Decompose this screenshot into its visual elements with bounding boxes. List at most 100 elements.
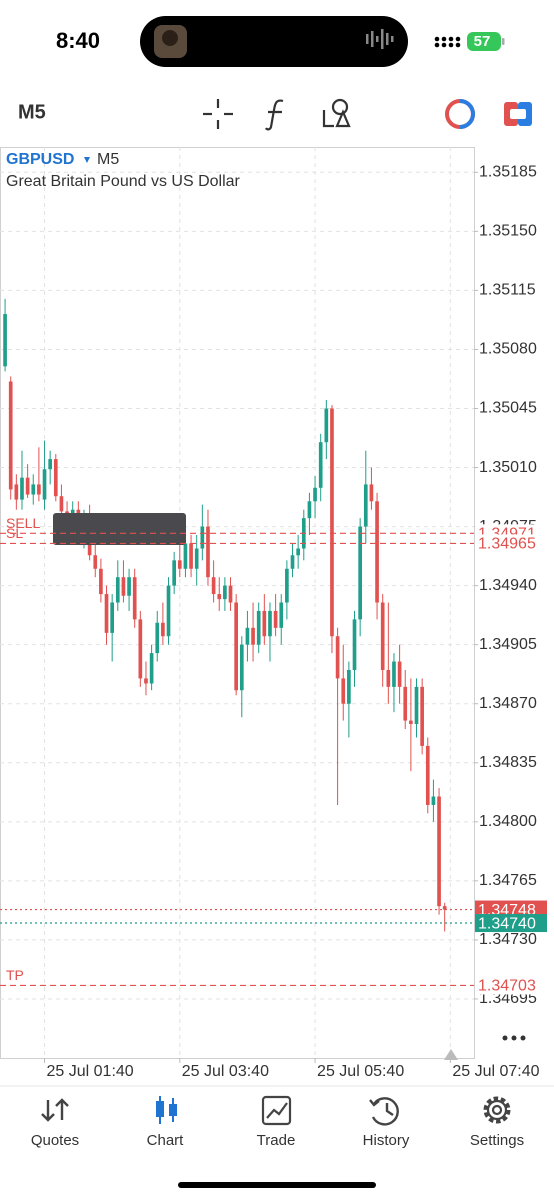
indicators-button[interactable] bbox=[265, 99, 284, 131]
candle-body bbox=[104, 594, 109, 633]
candle-body bbox=[59, 496, 64, 512]
objects-button[interactable] bbox=[322, 98, 351, 128]
candle-body bbox=[132, 577, 137, 620]
y-tick-label: 1.34730 bbox=[479, 931, 537, 948]
y-tick-label: 1.34835 bbox=[479, 754, 537, 771]
candle-body bbox=[251, 627, 255, 645]
dynamic-island bbox=[140, 16, 408, 67]
candle-body bbox=[8, 381, 13, 490]
candle-body bbox=[369, 484, 374, 502]
candle-body bbox=[42, 469, 47, 500]
candle-body bbox=[414, 686, 419, 724]
settings-icon bbox=[483, 1096, 511, 1124]
candle-body bbox=[273, 610, 278, 628]
candle-body bbox=[155, 622, 160, 654]
tab-label[interactable]: Settings bbox=[470, 1132, 524, 1149]
candle-body bbox=[307, 501, 312, 519]
candle-body bbox=[115, 577, 120, 603]
battery-cap bbox=[502, 38, 505, 45]
price-level-name: TP bbox=[6, 967, 24, 983]
candle-body bbox=[37, 484, 41, 495]
candle-body bbox=[437, 796, 441, 907]
tab-label[interactable]: Chart bbox=[147, 1132, 185, 1149]
scroll-marker bbox=[444, 1049, 458, 1060]
candle-body bbox=[144, 678, 148, 684]
y-tick-label: 1.35010 bbox=[479, 459, 537, 476]
candle-body bbox=[211, 577, 216, 595]
y-tick-label: 1.35080 bbox=[479, 341, 537, 358]
candle-body bbox=[363, 484, 368, 527]
candle-body bbox=[335, 636, 340, 679]
chart-timeframe: M5 bbox=[97, 151, 119, 168]
candle-body bbox=[425, 745, 430, 805]
candle-body bbox=[318, 442, 323, 488]
candle-body bbox=[166, 585, 171, 637]
candle-body bbox=[420, 686, 424, 746]
timeframe-button[interactable]: M5 bbox=[18, 101, 46, 123]
candle-body bbox=[290, 555, 295, 569]
candle-body bbox=[20, 477, 24, 500]
price-level-name: SL bbox=[6, 525, 23, 541]
candle-body bbox=[234, 602, 238, 691]
tab-label[interactable]: Quotes bbox=[31, 1132, 79, 1149]
trade-button[interactable] bbox=[445, 99, 475, 129]
candle-body bbox=[217, 594, 222, 600]
candle-body bbox=[228, 585, 233, 603]
x-tick-label: 25 Jul 05:40 bbox=[317, 1063, 404, 1080]
more-button[interactable] bbox=[502, 1035, 526, 1041]
candle-body bbox=[268, 610, 272, 637]
candle-body bbox=[93, 555, 98, 569]
y-tick-label: 1.34800 bbox=[479, 813, 537, 830]
price-tag bbox=[475, 976, 547, 995]
candle-body bbox=[330, 408, 334, 637]
candle-body bbox=[403, 686, 408, 721]
price-tag-label: 1.34965 bbox=[478, 536, 536, 553]
art-figure bbox=[162, 30, 178, 46]
candle-body bbox=[53, 459, 58, 497]
candle-body bbox=[296, 548, 300, 556]
x-tick-label: 25 Jul 07:40 bbox=[452, 1063, 539, 1080]
hidden-overlay bbox=[53, 513, 186, 545]
candle-body bbox=[431, 796, 436, 805]
status-time: 8:40 bbox=[56, 28, 100, 53]
candle-body bbox=[279, 602, 284, 628]
one-click-button[interactable] bbox=[504, 102, 532, 126]
candle-body bbox=[121, 577, 126, 596]
y-tick-label: 1.35045 bbox=[479, 400, 537, 417]
signal-icon bbox=[434, 36, 461, 48]
candle-body bbox=[110, 602, 114, 633]
y-tick-label: 1.34905 bbox=[479, 636, 537, 653]
candle-body bbox=[409, 720, 413, 724]
quotes-icon bbox=[41, 1098, 69, 1122]
candle-body bbox=[245, 627, 250, 645]
candle-body bbox=[262, 610, 267, 637]
candle-body bbox=[386, 669, 391, 687]
crosshair-button[interactable] bbox=[203, 99, 233, 129]
candle-body bbox=[149, 653, 154, 684]
price-tag bbox=[475, 914, 547, 933]
candle-body bbox=[25, 477, 30, 495]
candle-body bbox=[380, 602, 385, 670]
candle-body bbox=[183, 543, 188, 569]
candle-body bbox=[161, 622, 165, 637]
candle-body bbox=[392, 661, 396, 687]
candle-body bbox=[341, 678, 346, 704]
symbol[interactable]: GBPUSD bbox=[6, 151, 74, 168]
tab-label[interactable]: Trade bbox=[257, 1132, 296, 1149]
y-tick-label: 1.34765 bbox=[479, 872, 537, 889]
candle-body bbox=[347, 669, 351, 704]
candle-body bbox=[99, 568, 103, 595]
y-tick-label: 1.34870 bbox=[479, 695, 537, 712]
candle-body bbox=[172, 560, 176, 586]
price-tag bbox=[475, 534, 547, 553]
candle-body bbox=[352, 619, 357, 670]
candle-body bbox=[324, 408, 329, 443]
price-tag-label: 1.34703 bbox=[478, 978, 536, 995]
symbol-dropdown bbox=[84, 157, 90, 163]
trade-icon bbox=[261, 1095, 292, 1126]
price-level-name: SELL bbox=[6, 515, 40, 531]
tab-label[interactable]: History bbox=[363, 1132, 410, 1149]
candle-body bbox=[206, 526, 210, 578]
candle-body bbox=[375, 501, 379, 603]
candle-body bbox=[397, 661, 402, 687]
